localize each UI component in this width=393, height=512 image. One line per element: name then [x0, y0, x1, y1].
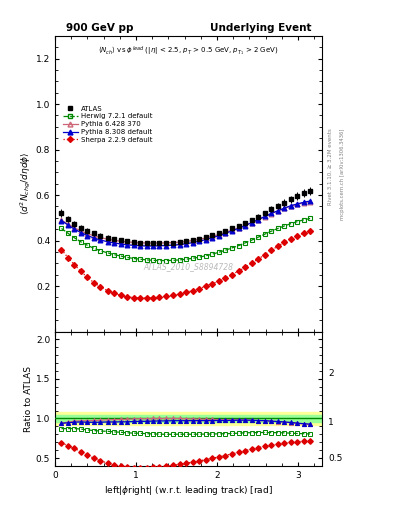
Bar [55, 412, 322, 425]
Text: Underlying Event: Underlying Event [210, 23, 312, 33]
Text: Rivet 3.1.10, ≥ 3.2M events: Rivet 3.1.10, ≥ 3.2M events [328, 128, 333, 205]
Legend: ATLAS, Herwig 7.2.1 default, Pythia 6.428 370, Pythia 8.308 default, Sherpa 2.2.: ATLAS, Herwig 7.2.1 default, Pythia 6.42… [61, 104, 154, 144]
Text: 2: 2 [328, 369, 334, 378]
Text: 900 GeV pp: 900 GeV pp [66, 23, 133, 33]
Text: ATLAS_2010_S8894728: ATLAS_2010_S8894728 [143, 262, 234, 271]
Text: mcplots.cern.ch [arXiv:1306.3436]: mcplots.cern.ch [arXiv:1306.3436] [340, 128, 345, 220]
Bar [55, 415, 322, 422]
Text: 0.5: 0.5 [328, 454, 343, 463]
Y-axis label: Ratio to ATLAS: Ratio to ATLAS [24, 366, 33, 432]
Text: $\langle N_{ch}\rangle$ vs $\phi^{lead}$ (|$\eta$| < 2.5, $p_T$ > 0.5 GeV, $p_{T: $\langle N_{ch}\rangle$ vs $\phi^{lead}$… [98, 45, 279, 58]
X-axis label: left|$\phi$right| (w.r.t. leading track) [rad]: left|$\phi$right| (w.r.t. leading track)… [104, 484, 273, 497]
Text: 1: 1 [328, 418, 334, 427]
Y-axis label: $\langle d^2 N_{chg}/d\eta d\phi \rangle$: $\langle d^2 N_{chg}/d\eta d\phi \rangle… [18, 152, 33, 216]
